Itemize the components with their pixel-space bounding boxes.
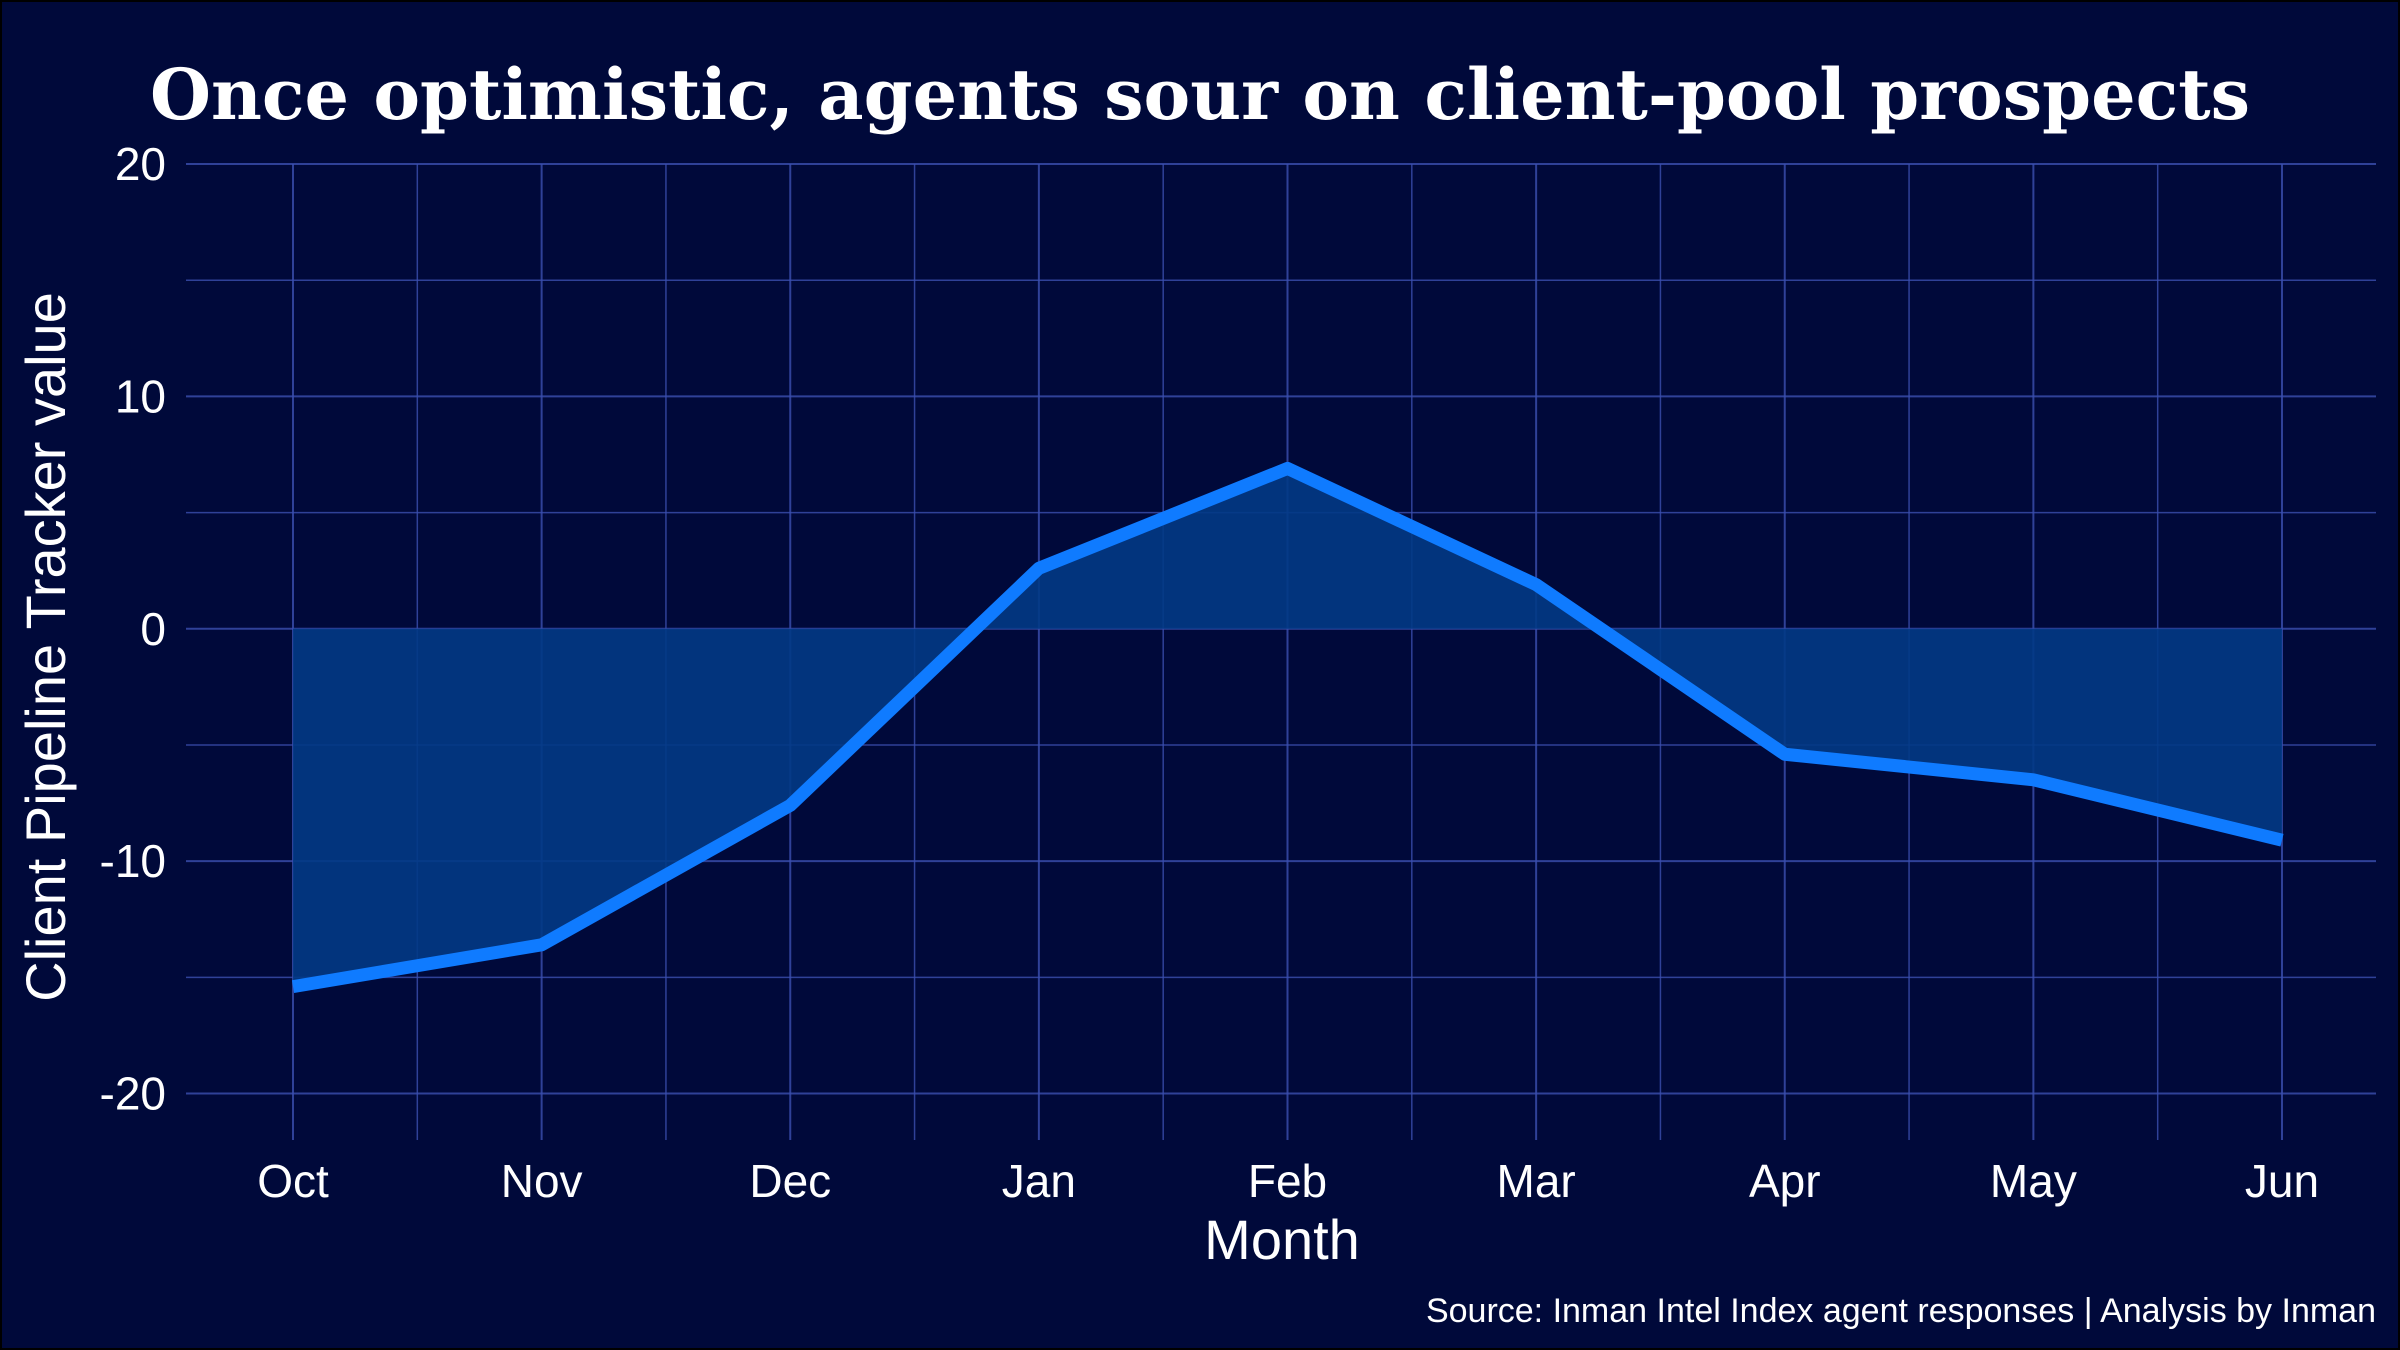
series-polyline — [291, 461, 2284, 994]
y-tick-label: 10 — [115, 370, 166, 422]
area-fill — [293, 468, 2282, 987]
series-line — [291, 461, 2284, 994]
source-caption: Source: Inman Intel Index agent response… — [1426, 1292, 2376, 1330]
y-tick-label: 0 — [140, 603, 166, 655]
x-axis-label: Month — [1204, 1208, 1360, 1271]
x-tick-label: Nov — [501, 1155, 583, 1207]
y-tick-label: 20 — [115, 138, 166, 190]
x-tick-label: Jan — [1002, 1155, 1076, 1207]
x-tick-label: Mar — [1497, 1155, 1576, 1207]
y-tick-label: -10 — [100, 835, 166, 887]
x-tick-label: Jun — [2245, 1155, 2319, 1207]
x-tick-label: Dec — [749, 1155, 831, 1207]
area-path — [293, 468, 2282, 987]
y-axis-label: Client Pipeline Tracker value — [14, 292, 77, 1002]
y-axis-ticks: 20 10 0 -10 -20 — [100, 138, 166, 1120]
x-tick-label: May — [1990, 1155, 2077, 1207]
y-tick-label: -20 — [100, 1068, 166, 1120]
x-tick-label: Oct — [257, 1155, 329, 1207]
x-tick-label: Apr — [1749, 1155, 1821, 1207]
chart-title: Once optimistic, agents sour on client-p… — [150, 53, 2250, 136]
x-tick-label: Feb — [1248, 1155, 1327, 1207]
x-axis-ticks: Oct Nov Dec Jan Feb Mar Apr May Jun — [257, 1155, 2319, 1207]
